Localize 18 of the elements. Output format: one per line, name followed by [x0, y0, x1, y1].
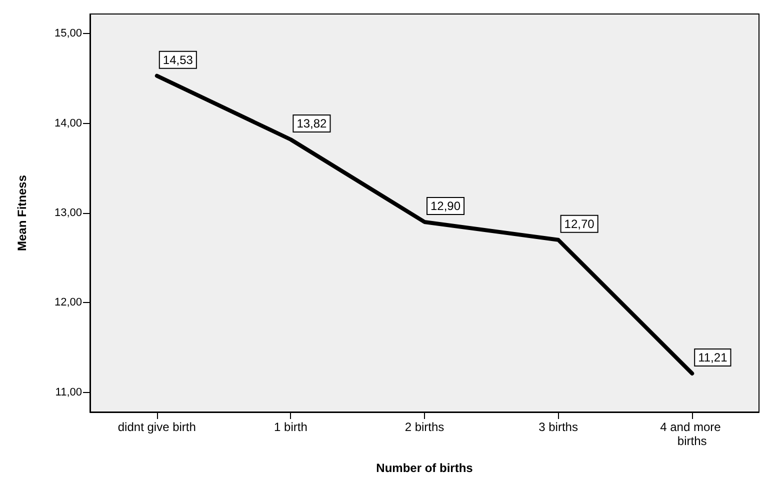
x-tick-label: didnt give birth: [118, 420, 196, 434]
x-tick-label: 1 birth: [274, 420, 308, 434]
data-label: 13,82: [296, 116, 328, 130]
data-label: 14,53: [162, 52, 194, 67]
x-tick-label: 4 and more births: [660, 420, 724, 448]
x-tick-label: 3 births: [538, 420, 578, 434]
data-label: 12,90: [430, 198, 461, 213]
data-label: 11,21: [698, 350, 728, 364]
y-tick-label: 13,00: [54, 207, 82, 219]
x-tick-label: 2 births: [404, 420, 444, 434]
y-tick-label: 15,00: [54, 28, 82, 40]
line-series: [154, 74, 694, 376]
data-label: 12,70: [564, 216, 595, 231]
y-axis-title: Mean Fitness: [15, 174, 29, 252]
y-tick-label: 12,00: [54, 296, 82, 309]
x-axis-title: Number of births: [376, 461, 474, 475]
y-tick-label: 11,00: [55, 386, 82, 398]
y-tick-label: 14,00: [54, 117, 82, 130]
